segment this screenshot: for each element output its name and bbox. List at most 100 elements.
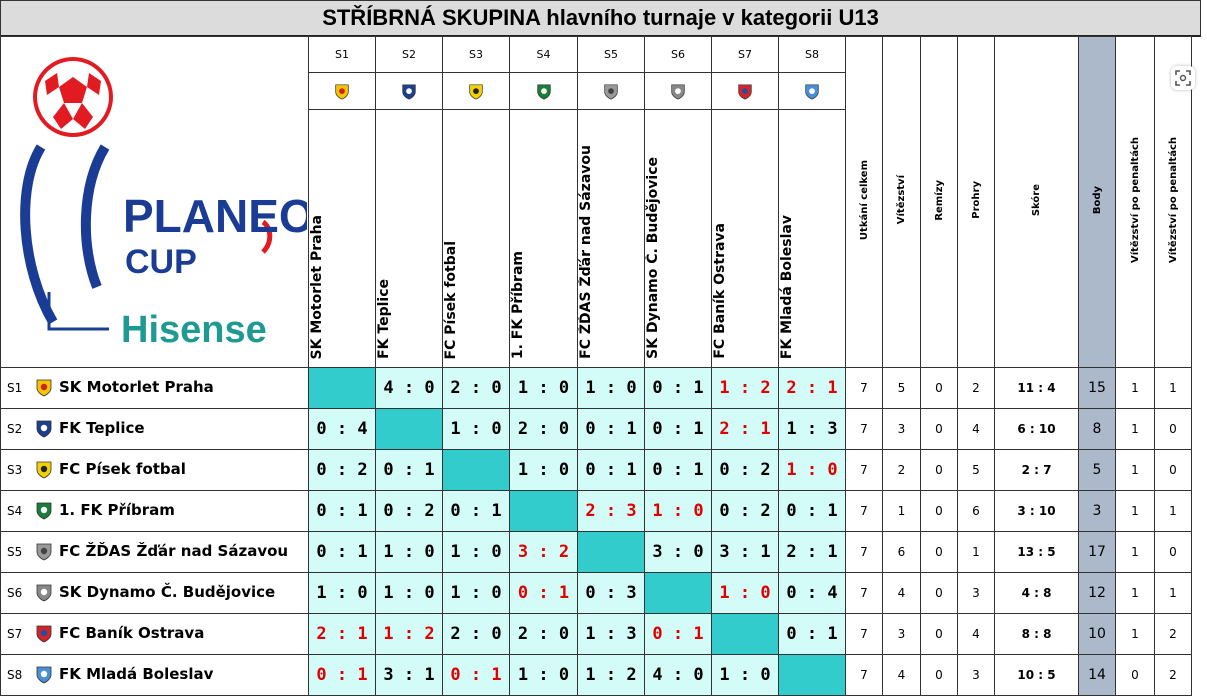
match-result: 1 : 0 (644, 490, 712, 532)
header-draws: Remízy (920, 36, 958, 368)
column-team-label: 1. FK Příbram (510, 250, 527, 359)
match-result: 0 : 3 (577, 572, 645, 614)
column-crest-s3 (442, 72, 510, 111)
row-team-s3: S3 FC Písek fotbal (0, 449, 309, 491)
column-crest-s2 (375, 72, 443, 111)
motorlet-crest-icon (335, 84, 349, 100)
match-result: 1 : 0 (442, 531, 510, 573)
pribram-crest-icon (36, 502, 52, 520)
stat-pen1: 1 (1115, 367, 1155, 409)
column-code-s2: S2 (375, 35, 443, 74)
row-code: S8 (7, 667, 23, 682)
row-team-name: SK Dynamo Č. Budějovice (59, 582, 276, 601)
match-result: 1 : 2 (577, 654, 645, 696)
column-crest-s7 (711, 72, 779, 111)
match-result: 0 : 1 (308, 654, 376, 696)
column-team-label: FK Mladá Boleslav (779, 214, 796, 359)
boleslav-crest-icon (805, 84, 819, 100)
stat-points: 15 (1078, 367, 1116, 409)
match-result: 1 : 2 (375, 613, 443, 655)
header-losses-label: Prohry (970, 181, 982, 219)
teplice-crest-icon (36, 420, 52, 438)
stat-pen1: 1 (1115, 531, 1155, 573)
row-code: S5 (7, 544, 23, 559)
match-result: 1 : 0 (375, 572, 443, 614)
match-result: 0 : 1 (644, 408, 712, 450)
stat-points: 12 (1078, 572, 1116, 614)
row-team-name: SK Motorlet Praha (59, 377, 214, 396)
match-result: 1 : 0 (308, 572, 376, 614)
match-result: 2 : 0 (442, 613, 510, 655)
stat-score: 3 : 10 (994, 490, 1079, 532)
stat-losses: 3 (957, 654, 995, 696)
table-title: STŘÍBRNÁ SKUPINA hlavního turnaje v kate… (0, 0, 1201, 37)
column-team-name-s5: FC ŽĎAS Žďár nad Sázavou (577, 109, 645, 368)
header-wins-label: Vítězství (896, 175, 907, 225)
planeo-cup-logo: PLANEO CUP Hisense (0, 36, 309, 368)
column-team-label: FK Teplice (376, 279, 393, 359)
stat-pen2: 0 (1154, 449, 1192, 491)
stat-wins: 6 (882, 531, 921, 573)
match-result: 2 : 0 (509, 613, 578, 655)
match-result: 1 : 0 (509, 367, 578, 409)
stat-score: 2 : 7 (994, 449, 1079, 491)
match-result: 3 : 1 (711, 531, 779, 573)
match-result: 1 : 0 (711, 654, 779, 696)
dynamo-crest-icon (36, 584, 52, 602)
match-result: 1 : 0 (778, 449, 846, 491)
diagonal-cell (577, 531, 645, 573)
row-team-s8: S8 FK Mladá Boleslav (0, 654, 309, 696)
stat-pen2: 1 (1154, 572, 1192, 614)
diagonal-cell (509, 490, 578, 532)
match-result: 1 : 0 (509, 449, 578, 491)
row-team-s6: S6 SK Dynamo Č. Budějovice (0, 572, 309, 614)
stat-losses: 2 (957, 367, 995, 409)
row-team-s4: S4 1. FK Příbram (0, 490, 309, 532)
stat-draws: 0 (920, 654, 958, 696)
header-score: Skóre (994, 36, 1079, 368)
match-result: 3 : 2 (509, 531, 578, 573)
stat-points: 8 (1078, 408, 1116, 450)
match-result: 1 : 3 (778, 408, 846, 450)
row-code: S4 (7, 503, 23, 518)
match-result: 2 : 3 (577, 490, 645, 532)
match-result: 2 : 1 (308, 613, 376, 655)
stat-pen2: 0 (1154, 531, 1192, 573)
column-team-name-s6: SK Dynamo Č. Budějovice (644, 109, 712, 368)
row-team-name: FC Písek fotbal (59, 459, 186, 478)
stat-losses: 4 (957, 613, 995, 655)
match-result: 0 : 1 (308, 531, 376, 573)
logo-cup-text: CUP (125, 243, 197, 281)
header-wins: Vítězství (882, 36, 921, 368)
header-penalty-wins-1-label: Vítězství po penaltách (1129, 136, 1141, 264)
motorlet-crest-icon (36, 379, 52, 397)
banik-crest-icon (738, 84, 752, 100)
scan-icon[interactable] (1171, 66, 1195, 90)
match-result: 1 : 3 (577, 613, 645, 655)
stat-pen2: 1 (1154, 367, 1192, 409)
row-code: S7 (7, 626, 23, 641)
stat-losses: 5 (957, 449, 995, 491)
column-team-name-s8: FK Mladá Boleslav (778, 109, 846, 368)
logo-hisense-text: Hisense (121, 309, 267, 351)
column-team-name-s2: FK Teplice (375, 109, 443, 368)
match-result: 0 : 1 (778, 490, 846, 532)
stat-draws: 0 (920, 490, 958, 532)
stat-pen2: 0 (1154, 408, 1192, 450)
header-penalty-wins-1: Vítězství po penaltách (1115, 36, 1155, 368)
stat-wins: 4 (882, 654, 921, 696)
stat-losses: 4 (957, 408, 995, 450)
diagonal-cell (778, 654, 846, 696)
match-result: 4 : 0 (644, 654, 712, 696)
match-result: 0 : 1 (644, 449, 712, 491)
match-result: 0 : 2 (375, 490, 443, 532)
match-result: 0 : 1 (442, 490, 510, 532)
stat-losses: 6 (957, 490, 995, 532)
stat-pen1: 1 (1115, 572, 1155, 614)
column-team-label: SK Dynamo Č. Budějovice (645, 157, 662, 359)
stat-pen1: 1 (1115, 490, 1155, 532)
match-result: 1 : 2 (711, 367, 779, 409)
stat-played: 7 (845, 654, 883, 696)
